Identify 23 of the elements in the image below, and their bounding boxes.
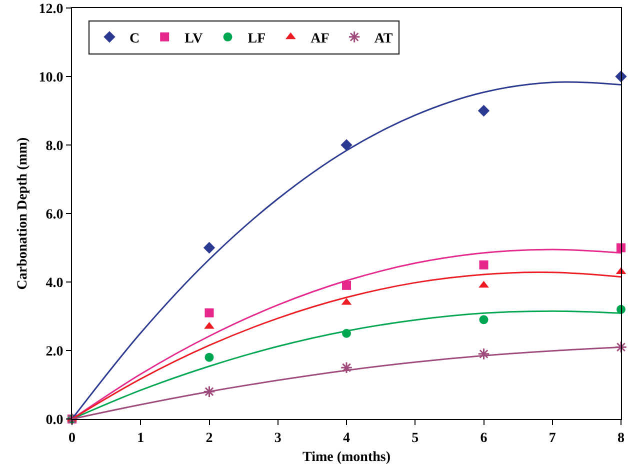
legend-label: C bbox=[129, 31, 140, 46]
legend-label: AF bbox=[310, 31, 330, 46]
x-tick-label: 3 bbox=[274, 430, 282, 446]
x-tick-label: 0 bbox=[68, 430, 76, 446]
x-tick-label: 8 bbox=[618, 430, 624, 446]
x-tick-label: 4 bbox=[343, 430, 350, 446]
x-tick-label: 5 bbox=[412, 430, 419, 446]
x-tick-label: 7 bbox=[548, 430, 556, 446]
y-tick-label: 2.0 bbox=[46, 344, 64, 360]
y-tick-label: 4.0 bbox=[46, 276, 64, 291]
y-tick-label: 6.0 bbox=[46, 207, 64, 222]
legend-label: LF bbox=[248, 31, 266, 46]
x-tick-label: 6 bbox=[480, 430, 488, 446]
x-axis-title: Time (months) bbox=[302, 450, 391, 466]
legend-label: LV bbox=[184, 31, 203, 46]
x-tick-label: 1 bbox=[137, 430, 144, 446]
y-tick-label: 0.0 bbox=[46, 412, 64, 428]
legend-label: AT bbox=[374, 31, 394, 46]
x-tick-label: 2 bbox=[206, 430, 213, 446]
y-axis-title: Carbonation Depth (mm) bbox=[15, 136, 30, 290]
y-tick-label: 12.0 bbox=[38, 2, 64, 17]
y-tick-label: 8.0 bbox=[46, 138, 64, 154]
y-tick-label: 10.0 bbox=[38, 70, 64, 86]
